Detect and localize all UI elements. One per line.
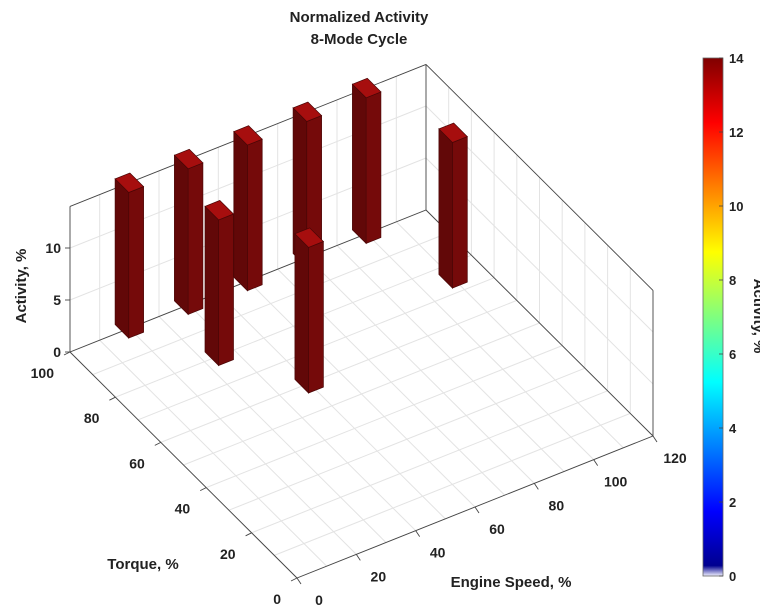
bar <box>294 227 325 394</box>
bar-face <box>438 128 453 289</box>
x-tick-label: 80 <box>549 497 565 513</box>
colorbar-tick-label: 0 <box>729 569 736 584</box>
x-tick-label: 0 <box>315 592 323 608</box>
grid-line <box>206 345 563 489</box>
tick-labels: 0 20 40 60 80 100 120 0 20 40 60 80 100 0 5 10 <box>31 240 687 608</box>
grid-line <box>274 412 631 556</box>
x-tick-label: 20 <box>371 568 387 584</box>
bar-face <box>174 154 189 316</box>
colorbar-tick-label: 14 <box>729 51 744 66</box>
bars-group <box>114 77 468 394</box>
bar-face <box>204 205 219 367</box>
y-tick-mark <box>245 532 252 537</box>
y-tick-mark <box>199 487 207 492</box>
bar-face <box>218 213 234 367</box>
bar-top <box>114 172 145 193</box>
axis-edge <box>69 351 298 579</box>
x-tick-mark <box>355 554 361 561</box>
grid-line <box>160 299 517 443</box>
bar-top <box>204 199 235 221</box>
y-tick-label: 60 <box>129 455 145 471</box>
colorbar-label: Activity, % <box>750 279 760 354</box>
y-tick-label: 20 <box>220 546 236 562</box>
bar-top <box>173 148 204 170</box>
bar <box>173 148 204 316</box>
colorbar-tick-label: 4 <box>729 421 737 436</box>
colorbar-tick-label: 12 <box>729 125 743 140</box>
chart-title: Normalized Activity <box>290 9 429 26</box>
z-axis-label: Activity, % <box>13 249 30 324</box>
colorbar: 0 2 4 6 8 10 12 14 <box>702 51 744 584</box>
y-tick-mark <box>109 396 116 401</box>
grid-line <box>115 254 472 398</box>
y-tick-label: 80 <box>84 410 100 426</box>
y-tick-mark <box>154 441 162 446</box>
bar <box>351 77 382 245</box>
grid-line <box>228 367 586 511</box>
colorbar-rect <box>702 57 724 577</box>
bar-face <box>452 136 468 289</box>
x-tick-label: 60 <box>489 521 505 537</box>
colorbar-tick-label: 2 <box>729 495 736 510</box>
x-tick-mark <box>296 577 302 585</box>
x-tick-mark <box>533 483 539 490</box>
bar <box>114 172 145 339</box>
x-tick-label: 100 <box>604 474 628 490</box>
y-tick-mark <box>290 577 298 582</box>
bar <box>204 199 235 367</box>
y-tick-label: 0 <box>273 591 281 607</box>
chart-subtitle: 8-Mode Cycle <box>311 31 408 48</box>
bar-top <box>233 125 263 146</box>
bar-face <box>352 83 367 245</box>
grid-line <box>251 390 608 534</box>
bar-face <box>294 232 309 394</box>
x-tick-mark <box>474 506 480 514</box>
y-tick-mark <box>63 351 71 356</box>
z-tick-label: 10 <box>45 240 61 256</box>
grid-line <box>92 232 449 376</box>
bar-top <box>292 101 323 122</box>
bar-face <box>233 130 248 292</box>
bar-top <box>294 227 325 248</box>
bar-face <box>114 178 130 339</box>
grid-line <box>183 322 540 466</box>
bar-top <box>438 122 468 143</box>
colorbar-tick-label: 8 <box>729 273 736 288</box>
y-tick-label: 40 <box>175 501 191 517</box>
y-axis-label: Torque, % <box>107 556 178 573</box>
bar-face <box>187 162 204 315</box>
axis-edge <box>425 64 654 291</box>
x-tick-label: 120 <box>663 450 687 466</box>
z-tick-label: 5 <box>53 292 61 308</box>
bar-face <box>365 91 382 244</box>
bar-face <box>308 240 324 394</box>
bar <box>233 125 263 292</box>
colorbar-tick-label: 6 <box>729 347 736 362</box>
colorbar-tick-label: 10 <box>729 199 743 214</box>
grid-line <box>69 209 654 437</box>
y-tick-label: 100 <box>31 365 55 381</box>
bar <box>438 122 468 289</box>
bar-face <box>247 138 263 292</box>
x-axis-label: Engine Speed, % <box>451 574 572 591</box>
x-tick-mark <box>652 435 658 443</box>
x-tick-mark <box>415 530 421 537</box>
bar-top <box>351 77 382 99</box>
x-tick-label: 40 <box>430 545 446 561</box>
x-tick-mark <box>593 459 599 466</box>
bar-face <box>128 186 144 339</box>
z-tick-label: 0 <box>53 344 61 360</box>
